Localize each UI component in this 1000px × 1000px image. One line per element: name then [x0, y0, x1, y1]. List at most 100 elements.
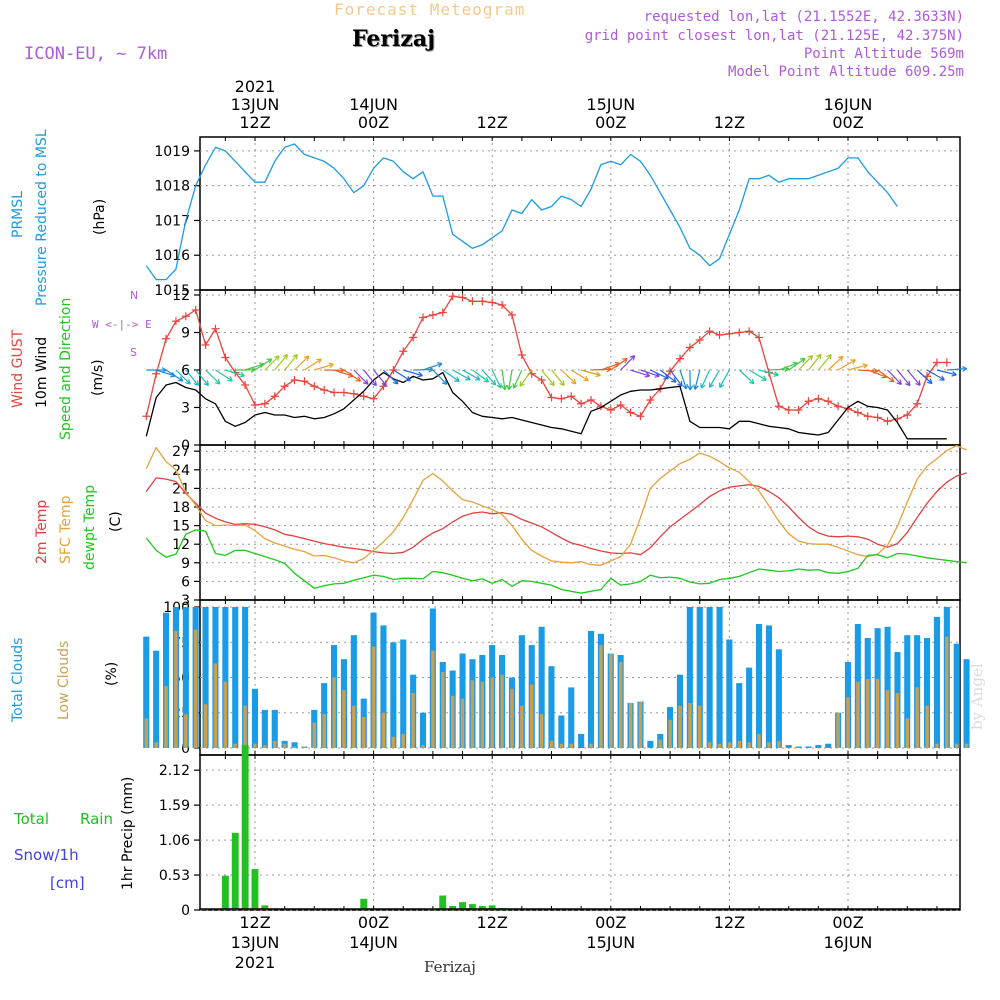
low-cloud-bar	[263, 745, 267, 748]
low-cloud-bar	[955, 743, 959, 748]
total-cloud-bar	[716, 607, 723, 748]
wind-arrow-head	[700, 383, 706, 389]
wind-arrow	[442, 369, 460, 382]
bottom-date-label: 16JUN	[824, 933, 873, 952]
wind-arrow	[847, 364, 868, 371]
total-cloud-bar	[400, 639, 407, 748]
point-altitude: Point Altitude 569m	[803, 46, 964, 62]
wind-arrow-head	[799, 357, 806, 364]
wind-arrow-head	[436, 362, 443, 368]
wind-arrow	[700, 369, 711, 389]
wind-arrow	[887, 369, 902, 385]
gust-marker	[488, 298, 497, 307]
low-cloud-bar	[460, 698, 465, 748]
low-cloud-bar	[500, 674, 504, 748]
gust-marker	[577, 399, 586, 408]
gust-marker	[695, 336, 704, 344]
gust-marker	[310, 382, 319, 391]
wind-arrow-head	[519, 381, 525, 387]
gust-marker	[359, 392, 368, 401]
total-cloud-bar	[153, 650, 160, 748]
gust-marker	[616, 401, 625, 409]
wind-arrow-head	[905, 380, 911, 387]
total-cloud-bar	[222, 607, 229, 748]
low-cloud-bar	[836, 712, 840, 748]
wind-arrow-head	[474, 375, 481, 381]
wind-arrow-head	[328, 362, 334, 369]
meteogram-title: Forecast Meteogram	[334, 0, 526, 19]
gust-marker	[468, 297, 477, 306]
wind-arrow	[738, 369, 755, 385]
total-cloud-bar	[963, 659, 970, 748]
rain-bar	[251, 869, 259, 910]
gust-marker	[458, 293, 467, 302]
wind-arrow	[422, 362, 443, 371]
low-cloud-bar	[431, 650, 435, 748]
gust-marker	[755, 333, 764, 342]
gust-marker	[171, 317, 180, 326]
wind-arrow	[294, 355, 310, 371]
low-cloud-bar	[530, 684, 534, 748]
low-cloud-bar	[243, 705, 247, 748]
temperature-ytick-label: 27	[172, 444, 190, 460]
location-title: Ferizaj	[352, 26, 436, 52]
low-cloud-bar	[352, 705, 356, 748]
wind-arrow	[343, 369, 361, 382]
gust-marker	[191, 306, 200, 314]
wind-arrow-head	[227, 376, 233, 382]
wind-arrow	[225, 369, 245, 377]
gust-marker	[942, 358, 951, 367]
low-cloud-bar	[905, 718, 909, 748]
gust-marker	[587, 396, 596, 404]
gust-marker	[498, 301, 507, 309]
low-cloud-bar	[549, 740, 554, 748]
total-label: Total	[14, 810, 50, 828]
requested-coordinates: requested lon,lat (21.1552E, 42.3633N)	[643, 9, 964, 25]
wind-arrow	[580, 369, 601, 376]
gust-marker	[280, 382, 289, 391]
wind-arrow-head	[708, 382, 715, 388]
total-cloud-bar	[143, 636, 150, 748]
wind-arrow	[472, 369, 489, 383]
pressure-ytick-label: 1016	[154, 248, 190, 264]
low-cloud-bar	[638, 701, 643, 748]
wind-arrow-head	[549, 380, 555, 387]
gust-marker	[626, 408, 635, 417]
low-cloud-bar	[164, 686, 168, 748]
total-cloud-bar	[756, 624, 763, 748]
low-cloud-bar	[846, 697, 850, 748]
gust-marker	[221, 353, 230, 362]
pressure-ytick-label: 1019	[154, 144, 190, 160]
wind-arrow-head	[203, 380, 209, 387]
gust-marker	[804, 397, 813, 406]
gust-marker	[320, 386, 329, 394]
bottom-time-label: 00Z	[832, 913, 863, 932]
low-cloud-bar	[727, 742, 732, 748]
low-cloud-bar	[658, 739, 662, 748]
low-cloud-bar	[885, 690, 890, 748]
wind-arrow-head	[644, 372, 651, 378]
gust-marker	[646, 396, 655, 404]
low-cloud-bar	[866, 678, 870, 748]
wind-arrow-head	[266, 358, 273, 364]
low-cloud-bar	[510, 688, 514, 748]
grid-point-coordinates: grid point closest lon,lat (21.125E, 42.…	[584, 28, 964, 44]
wind-arrow	[896, 369, 911, 386]
gust-marker	[399, 347, 408, 356]
wind-arrow	[877, 369, 895, 383]
low-cloud-bar	[559, 743, 564, 748]
wind-arrow	[788, 357, 806, 371]
low-cloud-bar	[619, 662, 623, 748]
dewpt-line	[145, 529, 967, 594]
wind-arrow	[926, 369, 945, 381]
total-cloud-bar	[736, 683, 743, 748]
total-cloud-bar	[953, 643, 960, 748]
wind-arrow-head	[862, 363, 868, 369]
bottom-time-label: 00Z	[595, 913, 626, 932]
wind-arrow-head	[381, 380, 387, 387]
rain-bar	[469, 904, 476, 910]
wind-arrow	[501, 369, 506, 390]
panel-clouds: 0255075100	[143, 599, 970, 757]
gust-marker	[260, 399, 269, 408]
wind-arrow	[827, 355, 844, 371]
